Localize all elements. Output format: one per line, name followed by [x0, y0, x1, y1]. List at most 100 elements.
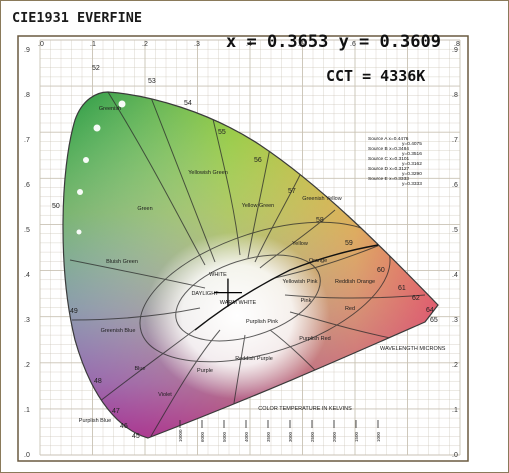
- region-labels: Greenish Green Yellowish Green Yellow Gr…: [79, 106, 375, 424]
- source-line: y=0.3290: [402, 171, 422, 177]
- region-yellow-green: Yellow Green: [242, 203, 275, 209]
- wl-62: 62: [412, 295, 420, 302]
- y-tick-label: .3: [24, 317, 30, 324]
- region-greenish: Greenish: [99, 106, 121, 112]
- y-tick-label-right: .3: [452, 317, 458, 324]
- source-line: Source E x=0.3333: [368, 176, 409, 182]
- y-tick-label-right: .0: [452, 452, 458, 459]
- region-white: WHITE: [209, 272, 227, 278]
- color-temp-label: COLOR TEMPERATURE IN KELVINS: [258, 406, 352, 412]
- kelvin-tick-label: 1000: [376, 431, 381, 442]
- region-reddish-purple: Reddish Purple: [235, 356, 273, 362]
- y-tick-labels: .9 .9 .8 .8 .7 .7 .6 .6 .5 .5 .4 .4 .3 .3 .2 .2 .1 .1 .0 .0: [24, 47, 458, 459]
- region-pink: Pink: [301, 298, 312, 304]
- wl-48: 48: [94, 378, 102, 385]
- region-purplish-pink: Purplish Pink: [246, 319, 278, 325]
- kelvin-tick-label: 4000: [244, 431, 249, 442]
- kelvin-tick-label: 2000: [332, 431, 337, 442]
- wl-50: 50: [52, 203, 60, 210]
- y-tick-label-right: .9: [452, 47, 458, 54]
- source-line: Source C x=0.3101: [368, 156, 410, 162]
- y-tick-label-right: .1: [452, 407, 458, 414]
- y-tick-label: .4: [24, 272, 30, 279]
- y-tick-label-right: .7: [452, 137, 458, 144]
- region-purplish-blue: Purplish Blue: [79, 418, 111, 424]
- region-purplish-red: Purplish Red: [299, 336, 331, 342]
- wl-52: 52: [92, 65, 100, 72]
- region-daylight: DAYLIGHT: [191, 291, 219, 297]
- header-title: CIE1931 EVERFINE: [12, 10, 142, 26]
- y-tick-label: .6: [24, 182, 30, 189]
- wl-53: 53: [148, 78, 156, 85]
- y-tick-label: .5: [24, 227, 30, 234]
- kelvin-tick-label: 10000: [178, 429, 183, 442]
- measurement-crosshair: [213, 278, 242, 307]
- x-tick-label: .1: [90, 41, 96, 48]
- source-line: Source A x=0.4476: [368, 136, 409, 142]
- region-blue: Blue: [134, 366, 145, 372]
- wl-54: 54: [184, 100, 192, 107]
- wl-60: 60: [377, 267, 385, 274]
- wl-46: 46: [120, 423, 128, 430]
- wl-47: 47: [112, 408, 120, 415]
- wl-45: 45: [132, 433, 140, 440]
- x-tick-label: .6: [350, 41, 356, 48]
- region-purple: Purple: [197, 368, 213, 374]
- region-yellowish-pink: Yellowish Pink: [283, 279, 318, 285]
- kelvin-tick-label: 6000: [200, 431, 205, 442]
- x-tick-label: .2: [142, 41, 148, 48]
- region-warm-white: WARM WHITE: [220, 300, 257, 306]
- wl-58: 58: [316, 217, 324, 224]
- kelvin-tick-label: 2500: [310, 431, 315, 442]
- cct-readout: CCT = 4336K: [326, 67, 425, 85]
- region-yellow: Yellow: [292, 241, 308, 247]
- y-tick-label: .2: [24, 362, 30, 369]
- x-tick-label: .8: [454, 41, 460, 48]
- source-line: y=0.3516: [402, 151, 422, 157]
- source-line: y=0.3162: [402, 161, 422, 167]
- x-tick-label: .3: [194, 41, 200, 48]
- region-reddish-orange: Reddish Orange: [335, 279, 375, 285]
- source-line: y=0.3333: [402, 181, 422, 187]
- y-tick-label-right: .4: [452, 272, 458, 279]
- region-bluish-green: Bluish Green: [106, 259, 138, 265]
- kelvin-tick-label: 1500: [354, 431, 359, 442]
- source-line: y=0.4075: [402, 141, 422, 147]
- kelvin-tick-label: 3500: [266, 431, 271, 442]
- wl-65: 65: [430, 317, 438, 324]
- y-tick-label: .0: [24, 452, 30, 459]
- region-violet: Violet: [158, 392, 172, 398]
- y-tick-label: .9: [24, 47, 30, 54]
- wl-56: 56: [254, 157, 262, 164]
- wl-55: 55: [218, 129, 226, 136]
- kelvin-tick-label: 3000: [288, 431, 293, 442]
- y-tick-label: .1: [24, 407, 30, 414]
- region-orange: Orange: [309, 258, 327, 264]
- region-greenish-yellow: Greenish Yellow: [302, 196, 341, 202]
- x-tick-label: .4: [246, 41, 252, 48]
- kelvin-tick-label: 5000: [222, 431, 227, 442]
- kelvin-ticks: 10000 6000 5000 4000 3500 3000 2500 2000 1500 100…: [178, 420, 381, 442]
- y-tick-label: .8: [24, 92, 30, 99]
- y-tick-label-right: .2: [452, 362, 458, 369]
- planckian-locus: [194, 244, 379, 331]
- x-tick-label: .5: [298, 41, 304, 48]
- y-tick-label: .7: [24, 137, 30, 144]
- xy-readout: x = 0.3653 y = 0.3609: [226, 32, 441, 52]
- locus-outline: [62, 91, 439, 439]
- wl-57: 57: [288, 188, 296, 195]
- y-tick-label-right: .5: [452, 227, 458, 234]
- region-green: Green: [137, 206, 152, 212]
- source-line: Source D x=0.3127: [368, 166, 410, 172]
- wl-64: 64: [426, 307, 434, 314]
- x-tick-label: .7: [402, 41, 408, 48]
- region-greenish-blue: Greenish Blue: [101, 328, 136, 334]
- wl-61: 61: [398, 285, 406, 292]
- wl-59: 59: [345, 240, 353, 247]
- region-red: Red: [345, 306, 355, 312]
- x-tick-labels: .0 .1 .2 .3 .4 .5 .6 .7 .8: [38, 41, 460, 48]
- y-tick-label-right: .6: [452, 182, 458, 189]
- source-line: Source B x=0.3484: [368, 146, 409, 152]
